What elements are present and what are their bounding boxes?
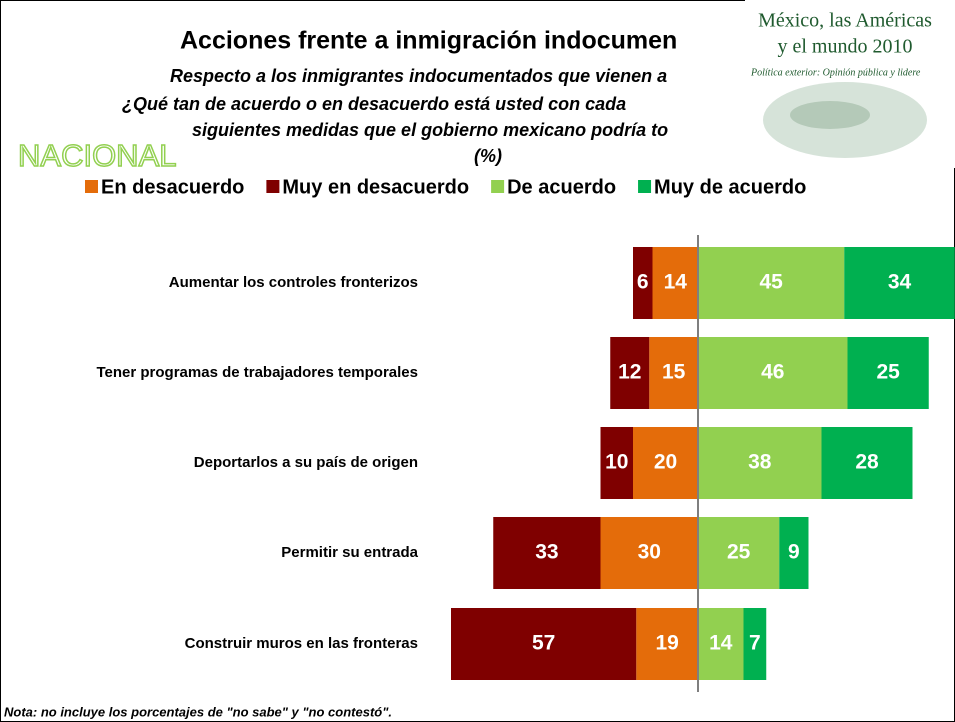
subtitle: ¿Qué tan de acuerdo o en desacuerdo está…: [122, 94, 626, 114]
value-label: 34: [888, 271, 912, 294]
subtitle: Respecto a los inmigrantes indocumentado…: [170, 66, 667, 86]
value-label: 38: [748, 451, 772, 474]
logo-text: Política exterior: Opinión pública y lid…: [750, 67, 921, 78]
logo-globe: [790, 101, 870, 129]
legend-swatch: [85, 180, 98, 193]
bar-segment: [451, 608, 637, 680]
bar-segment: [600, 427, 633, 499]
value-label: 7: [749, 632, 761, 655]
bar-segment: [779, 517, 809, 589]
bar-segment: [844, 247, 955, 319]
value-label: 25: [876, 361, 900, 384]
subtitle: (%): [474, 146, 502, 166]
category-label: Tener programas de trabajadores temporal…: [96, 364, 418, 381]
legend-swatch: [491, 180, 505, 193]
bar-segment: [698, 337, 848, 409]
legend-label: Muy de acuerdo: [654, 176, 806, 198]
logo: México, las Américas y el mundo 2010 Pol…: [745, 0, 955, 168]
chart-title: Acciones frente a inmigración indocumen: [180, 27, 677, 55]
region-label: NACIONAL: [18, 138, 176, 173]
value-label: 12: [618, 361, 641, 384]
value-label: 14: [664, 271, 688, 294]
category-label: Permitir su entrada: [281, 544, 418, 561]
bar-segment: [633, 427, 698, 499]
value-label: 33: [535, 541, 558, 564]
legend-swatch: [638, 180, 652, 193]
note: Nota: no incluye los porcentajes de "no …: [4, 704, 392, 719]
legend-label: Muy en desacuerdo: [282, 176, 469, 198]
logo-text: y el mundo 2010: [778, 36, 913, 58]
subtitle: siguientes medidas que el gobierno mexic…: [192, 120, 668, 140]
value-label: 20: [654, 451, 677, 474]
bar-segment: [743, 608, 767, 680]
bar-segment: [821, 427, 913, 499]
value-label: 14: [709, 632, 733, 655]
bar-segment: [610, 337, 650, 409]
bar-segment: [698, 517, 780, 589]
bar-segment: [649, 337, 698, 409]
value-label: 15: [662, 361, 686, 384]
bar-segment: [600, 517, 698, 589]
value-label: 9: [788, 541, 800, 564]
value-label: 10: [605, 451, 628, 474]
legend-swatch: [266, 180, 280, 193]
bar-segment: [698, 247, 845, 319]
value-label: 19: [655, 632, 678, 655]
category-label: Aumentar los controles fronterizos: [169, 274, 418, 291]
bar-segment: [847, 337, 929, 409]
value-label: 30: [638, 541, 661, 564]
value-label: 45: [759, 271, 783, 294]
bar-segment: [698, 608, 744, 680]
value-label: 28: [855, 451, 879, 474]
bar-segment: [493, 517, 601, 589]
legend-label: De acuerdo: [507, 176, 616, 198]
value-label: 25: [727, 541, 751, 564]
category-label: Construir muros en las fronteras: [185, 635, 418, 652]
value-label: 6: [637, 271, 649, 294]
value-label: 57: [532, 632, 555, 655]
value-label: 46: [761, 361, 784, 384]
bar-segment: [636, 608, 698, 680]
logo-text: México, las Américas: [758, 10, 932, 32]
bar-segment: [652, 247, 698, 319]
legend-label: En desacuerdo: [101, 176, 244, 198]
category-label: Deportarlos a su país de origen: [194, 454, 418, 471]
bar-segment: [698, 427, 822, 499]
bar-segment: [633, 247, 653, 319]
